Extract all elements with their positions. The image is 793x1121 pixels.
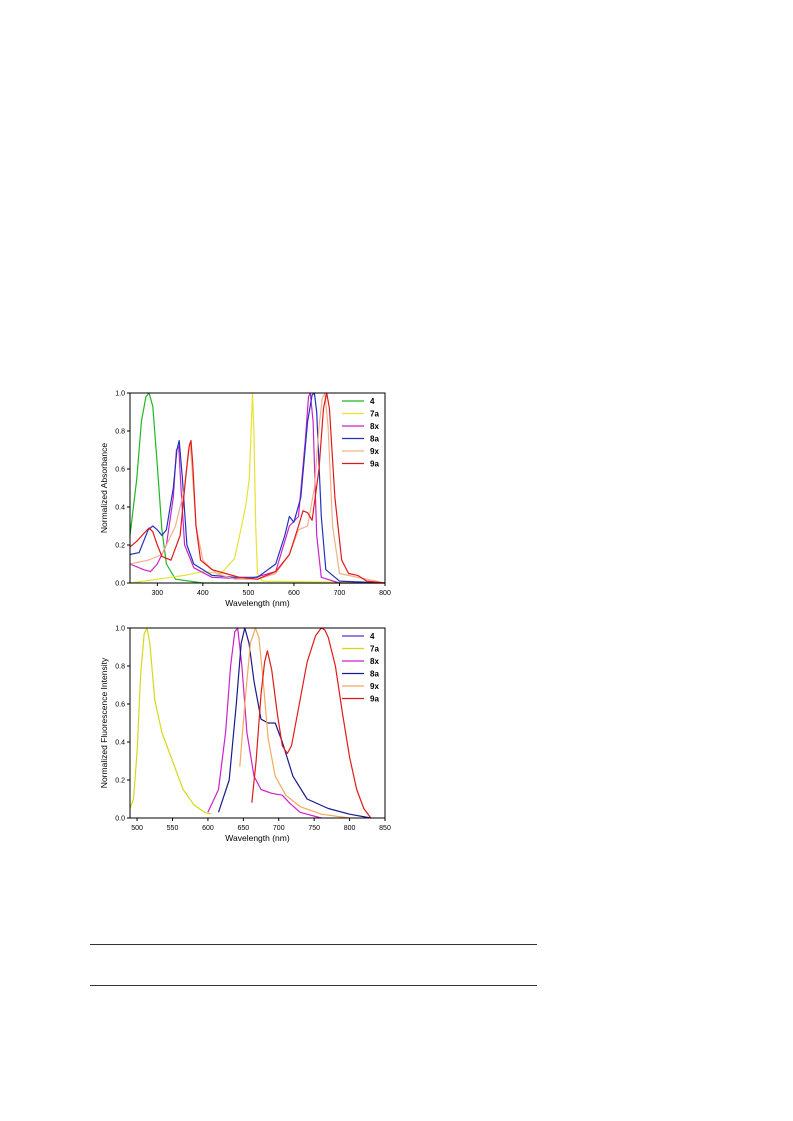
horizontal-rule — [90, 985, 537, 986]
x-tick-label: 700 — [334, 590, 346, 597]
x-tick-label: 600 — [202, 825, 214, 832]
legend-label-7a: 7a — [370, 410, 379, 419]
y-tick-label: 0.6 — [115, 467, 125, 474]
plot-frame — [129, 392, 386, 584]
fluorescence-chart: 500 550 600 650 700 750 800 850 0.0 0.2 0.4 0.6 0.8 1… — [95, 620, 405, 850]
legend-label-8x: 8x — [370, 422, 379, 431]
x-tick-label: 300 — [151, 590, 163, 597]
x-axis-label: Wavelength (nm) — [225, 833, 290, 843]
x-tick-label: 650 — [237, 825, 249, 832]
x-axis-label: Wavelength (nm) — [225, 598, 290, 608]
series-line-7a — [129, 627, 212, 815]
y-tick-label: 0.4 — [115, 505, 125, 512]
fluorescence-chart-svg: 500 550 600 650 700 750 800 850 0.0 0.2 0.4 0.6 0.8 1… — [99, 626, 391, 844]
y-tick-label: 0.4 — [115, 740, 125, 747]
series-line-7a — [129, 392, 386, 584]
series-line-8x — [129, 392, 385, 584]
legend-label-4: 4 — [370, 632, 375, 641]
legend-label-9a: 9a — [370, 460, 379, 469]
x-tick-label: 500 — [243, 590, 255, 597]
y-tick-label: 0.6 — [115, 702, 125, 709]
x-tick-label: 400 — [197, 590, 209, 597]
x-tick-label: 500 — [131, 825, 143, 832]
plot-area: 500 550 600 650 700 750 800 850 0.0 0.2 0.4 0.6 0.8 1… — [115, 626, 391, 833]
series-line-9a — [251, 627, 372, 819]
y-tick-label: 0.8 — [115, 429, 125, 436]
x-tick-label: 600 — [288, 590, 300, 597]
y-axis-label: Normalized Absorbance — [99, 443, 109, 534]
series-line-8a — [129, 392, 386, 584]
legend-label-8a: 8a — [370, 670, 379, 679]
plot-frame — [129, 627, 386, 819]
series-line-9a — [129, 392, 386, 584]
legend-label-9a: 9a — [370, 695, 379, 704]
legend-label-9x: 9x — [370, 682, 379, 691]
y-tick-label: 0.0 — [115, 581, 125, 588]
legend-label-8a: 8a — [370, 435, 379, 444]
x-tick-label: 800 — [344, 825, 356, 832]
y-tick-label: 0.2 — [115, 778, 125, 785]
y-tick-label: 0.0 — [115, 816, 125, 823]
y-tick-label: 0.8 — [115, 664, 125, 671]
legend-label-4: 4 — [370, 397, 375, 406]
series-line-9x — [239, 627, 350, 819]
legend-label-7a: 7a — [370, 645, 379, 654]
series-line-4 — [129, 392, 385, 584]
plot-area: 300 400 500 600 700 800 0.0 0.2 0.4 0.6 0.8 1.0 4 7a 8… — [115, 391, 391, 598]
x-tick-label: 700 — [273, 825, 285, 832]
legend-label-9x: 9x — [370, 447, 379, 456]
y-tick-label: 1.0 — [115, 626, 125, 633]
y-tick-label: 0.2 — [115, 543, 125, 550]
x-tick-label: 850 — [379, 825, 391, 832]
horizontal-rule — [90, 944, 537, 945]
y-tick-label: 1.0 — [115, 391, 125, 398]
y-axis-label: Normalized Fluorescence Intensity — [99, 657, 109, 788]
series-line-8x — [207, 627, 322, 819]
series-line-8a — [217, 627, 371, 819]
series-line-9x — [129, 392, 386, 584]
x-tick-label: 750 — [308, 825, 320, 832]
absorbance-chart-svg: 300 400 500 600 700 800 0.0 0.2 0.4 0.6 0.8 1.0 4 7a 8… — [99, 391, 391, 609]
legend-label-8x: 8x — [370, 657, 379, 666]
x-tick-label: 800 — [379, 590, 391, 597]
absorbance-chart: 300 400 500 600 700 800 0.0 0.2 0.4 0.6 0.8 1.0 4 7a 8… — [95, 385, 405, 615]
x-tick-label: 550 — [167, 825, 179, 832]
